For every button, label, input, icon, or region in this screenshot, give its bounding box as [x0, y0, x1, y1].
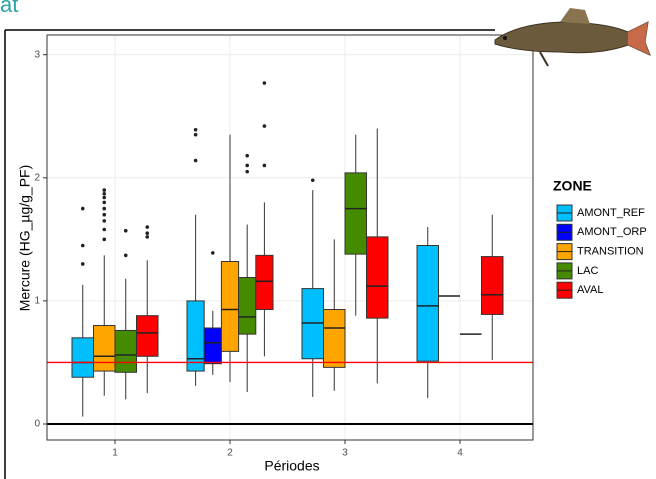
outlier: [102, 200, 107, 205]
outlier: [102, 219, 107, 223]
box: [136, 315, 159, 357]
outlier: [245, 163, 249, 168]
outlier: [102, 237, 107, 242]
x-tick-label: 4: [457, 448, 463, 459]
box: [71, 337, 94, 378]
outlier: [262, 163, 267, 168]
outlier: [102, 195, 107, 200]
legend-title: ZONE: [553, 178, 592, 194]
y-axis-title: Mercure (HG_µg/g_PF): [17, 165, 33, 312]
y-tick-label: 0: [34, 419, 40, 430]
y-tick-label: 1: [34, 296, 40, 307]
box: [416, 245, 439, 362]
outlier: [245, 153, 249, 158]
outlier: [102, 212, 107, 217]
outlier: [245, 169, 249, 174]
outlier: [102, 227, 107, 232]
outlier: [262, 81, 267, 85]
box: [114, 329, 137, 373]
legend-label: AMONT_ORP: [577, 226, 647, 238]
box: [238, 277, 257, 335]
outlier: [102, 188, 107, 192]
outlier: [123, 228, 128, 233]
outlier: [193, 132, 198, 137]
x-tick-label: 1: [112, 448, 118, 459]
outlier: [80, 262, 85, 266]
box: [481, 256, 504, 315]
x-axis-title: Périodes: [264, 458, 319, 474]
plot-area: [46, 34, 534, 441]
x-tick-label: 2: [227, 448, 233, 459]
box: [220, 261, 240, 352]
outlier: [262, 124, 267, 128]
legend-label: AVAL: [577, 284, 604, 296]
outlier: [145, 225, 150, 229]
y-tick-label: 2: [34, 172, 40, 183]
box: [323, 309, 346, 368]
outlier: [211, 251, 215, 255]
outlier: [123, 253, 128, 258]
outlier: [102, 206, 107, 211]
legend-label: LAC: [577, 265, 598, 277]
box: [186, 300, 205, 372]
outlier: [102, 191, 107, 196]
box: [255, 254, 274, 311]
box: [344, 172, 367, 255]
legend-label: TRANSITION: [577, 246, 644, 258]
legend-label: AMONT_REF: [577, 207, 645, 219]
x-tick-label: 3: [342, 448, 348, 459]
outlier: [310, 178, 315, 183]
outlier: [193, 158, 198, 163]
outlier: [80, 243, 85, 248]
outlier: [145, 231, 150, 235]
box: [93, 325, 116, 372]
fish-image: [494, 8, 651, 67]
outlier: [80, 206, 85, 211]
panel-border: [46, 34, 534, 441]
outlier: [145, 235, 150, 239]
y-tick-label: 3: [34, 49, 40, 60]
outlier: [193, 127, 198, 132]
box: [366, 236, 389, 319]
chart-title: at: [0, 0, 18, 17]
box: [203, 327, 222, 365]
